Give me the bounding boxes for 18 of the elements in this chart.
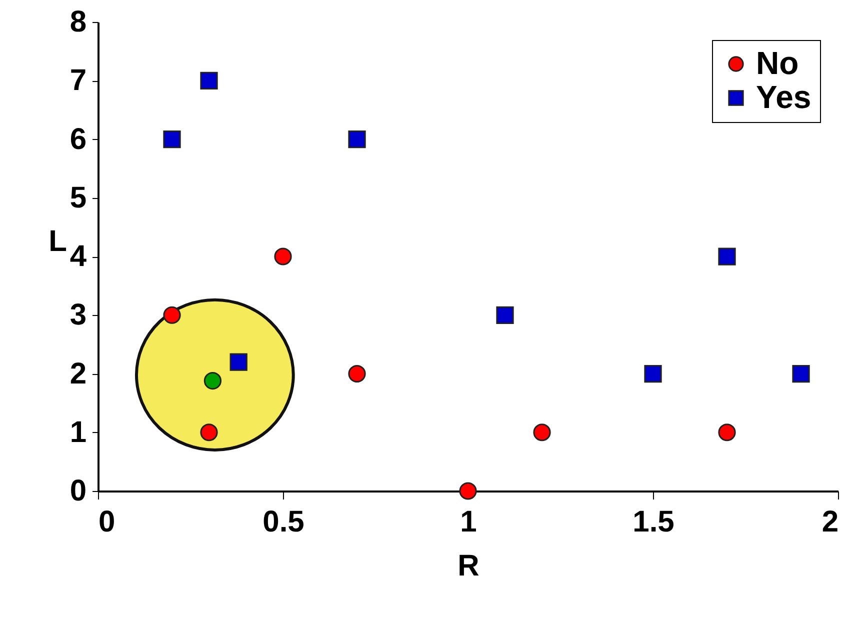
y-tick-label: 2 [70, 357, 86, 390]
x-tick-label: 1.5 [632, 506, 674, 538]
y-tick-label: 6 [70, 122, 86, 156]
legend-label: No [756, 45, 799, 81]
y-tick-label: 3 [70, 298, 86, 332]
x-tick-label: 0.5 [262, 506, 304, 538]
x-tick-label: 2 [822, 506, 838, 538]
y-tick-label: 4 [70, 240, 87, 273]
y-tick-label: 7 [70, 64, 86, 98]
x-tick-label: 0 [98, 506, 116, 538]
x-tick-label: 1 [460, 506, 477, 538]
y-tick-label: 5 [70, 181, 86, 214]
y-tick-label: 8 [70, 6, 86, 38]
y-axis-title: L [48, 225, 67, 258]
x-axis-title: R [458, 550, 480, 582]
y-tick-label: 0 [70, 474, 86, 508]
legend-label: Yes [756, 79, 812, 115]
y-tick-label: 1 [70, 416, 86, 449]
